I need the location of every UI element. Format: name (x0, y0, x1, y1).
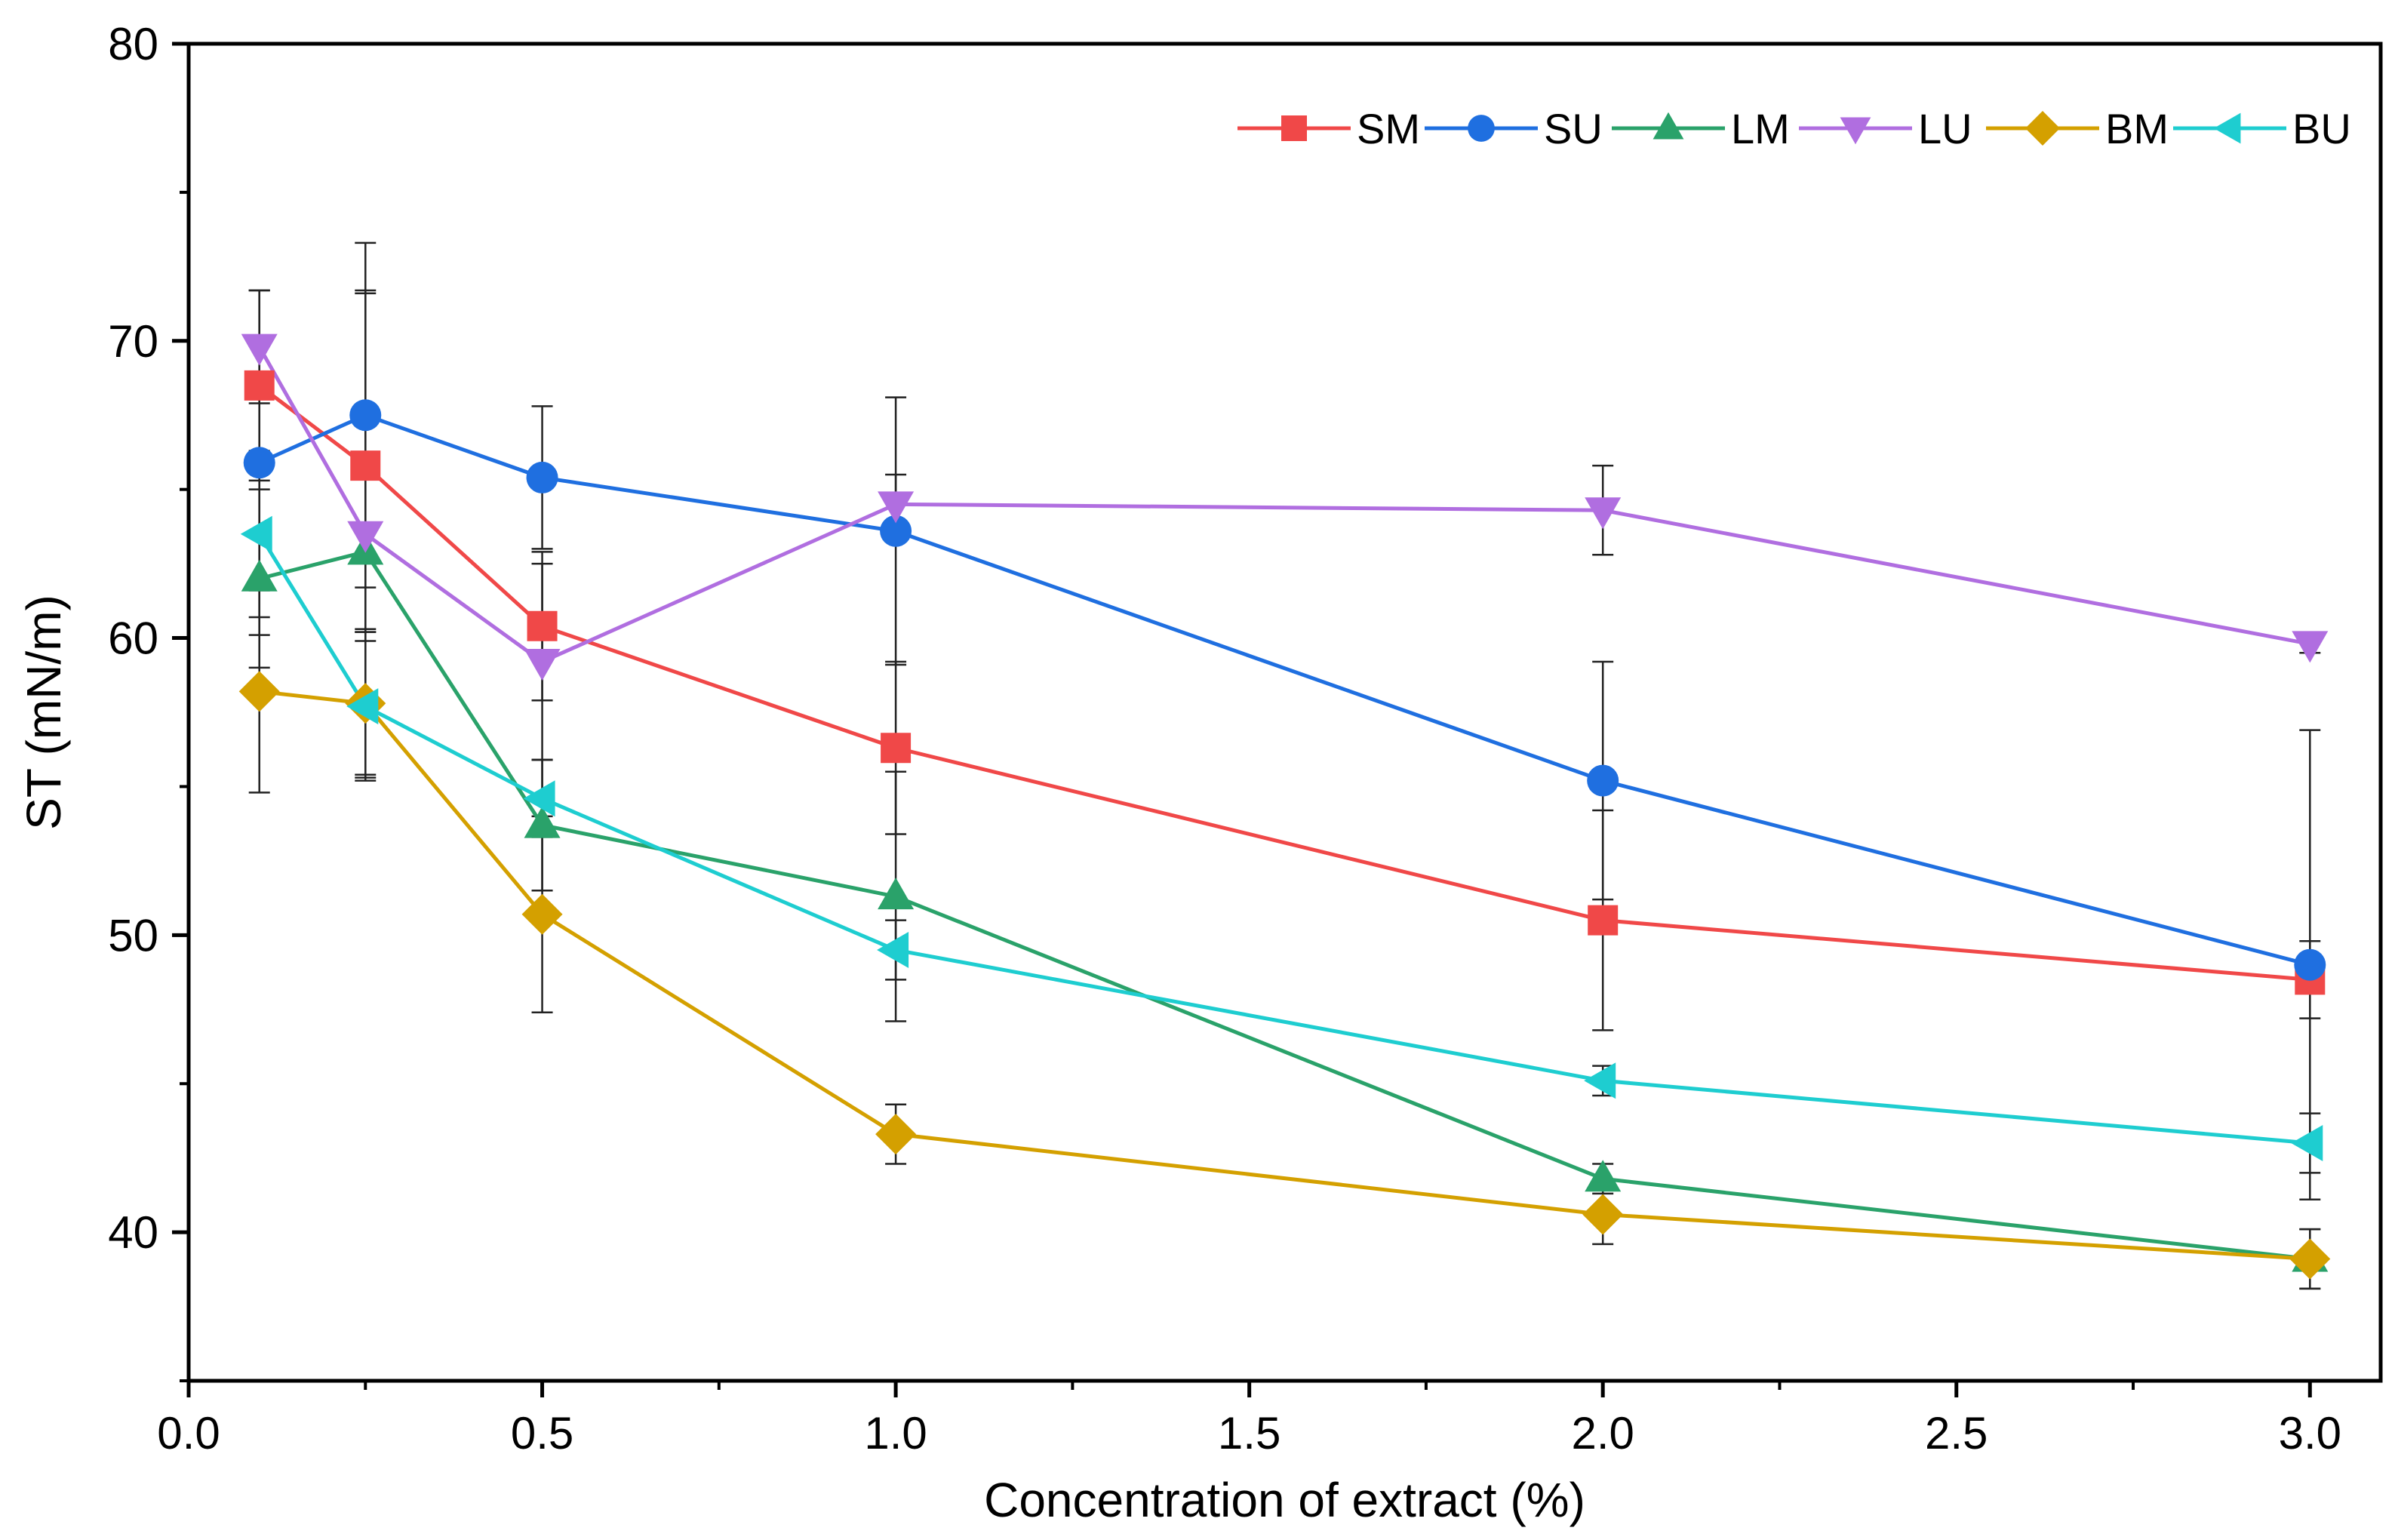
series-line-lm (259, 549, 2310, 1262)
legend-marker-su (1468, 115, 1495, 142)
y-tick-label: 60 (108, 613, 158, 664)
y-axis-title: ST (mN/m) (17, 595, 71, 830)
data-point-lu (1585, 497, 1622, 530)
data-point-sm (527, 610, 558, 641)
legend-marker-bu (2213, 112, 2241, 144)
x-tick-label: 0.0 (157, 1408, 220, 1459)
legend-marker-lu (1840, 117, 1871, 145)
data-point-lm (524, 806, 561, 838)
data-point-su (243, 447, 275, 479)
x-tick-label: 1.0 (864, 1408, 927, 1459)
data-point-bu (523, 780, 555, 817)
data-point-lm (878, 878, 915, 910)
legend-marker-lm (1653, 112, 1684, 140)
data-point-bm (1582, 1194, 1624, 1235)
data-point-sm (881, 733, 912, 764)
data-point-su (2294, 948, 2326, 981)
legend-label-bm: BM (2105, 105, 2169, 152)
x-tick-label: 0.5 (511, 1408, 573, 1459)
legend-label-lu: LU (1918, 105, 1972, 152)
x-tick-label: 1.5 (1218, 1408, 1281, 1459)
legend-marker-bm (2025, 111, 2060, 146)
data-point-su (880, 515, 912, 547)
data-point-sm (1588, 905, 1619, 936)
data-point-su (1587, 764, 1619, 797)
data-point-bm (875, 1114, 917, 1155)
data-point-lu (878, 491, 915, 524)
data-point-bm (2289, 1238, 2331, 1280)
data-point-su (526, 461, 558, 493)
data-point-lm (1585, 1160, 1622, 1192)
series-lines (257, 346, 2310, 1262)
x-tick-label: 3.0 (2279, 1408, 2341, 1459)
x-axis-title: Concentration of extract (%) (984, 1473, 1585, 1527)
legend-label-lm: LM (1731, 105, 1790, 152)
x-tick-label: 2.0 (1571, 1408, 1634, 1459)
x-tick-label: 2.5 (1925, 1408, 1988, 1459)
axes: 0.0 0.5 1.0 1.5 2.0 2.5 3.0 40 50 60 70 80 (108, 19, 2341, 1459)
data-point-lu (2292, 631, 2329, 663)
data-point-lu (524, 649, 561, 681)
data-point-lu (241, 334, 278, 366)
series-line-bu (257, 533, 2310, 1145)
legend: SM SU LM LU BM BU (1237, 105, 2351, 152)
y-tick-label: 40 (108, 1207, 158, 1258)
y-tick-label: 50 (108, 910, 158, 961)
series-line-bm (259, 689, 2310, 1262)
series-line-lu (257, 346, 2310, 664)
legend-label-su: SU (1544, 105, 1603, 152)
legend-label-sm: SM (1357, 105, 1420, 152)
data-point-bu (2291, 1124, 2323, 1161)
error-bars (248, 241, 2321, 1290)
series-line-su (258, 413, 2310, 967)
data-point-bu (1584, 1062, 1616, 1099)
y-tick-label: 80 (108, 19, 158, 69)
series-line-sm (258, 383, 2310, 982)
series-markers (238, 334, 2331, 1280)
data-point-su (349, 399, 382, 432)
data-point-lu (347, 521, 384, 553)
data-point-bu (240, 515, 272, 552)
legend-label-bu: BU (2292, 105, 2351, 152)
data-point-bm (521, 893, 563, 935)
data-point-bu (877, 932, 909, 969)
data-point-lm (241, 559, 278, 592)
legend-marker-sm (1281, 115, 1307, 141)
data-point-sm (244, 370, 275, 401)
plot-frame (186, 41, 2383, 1383)
data-point-sm (350, 450, 381, 481)
data-point-bu (346, 688, 379, 725)
y-tick-label: 70 (108, 316, 158, 367)
data-point-bm (238, 671, 280, 712)
